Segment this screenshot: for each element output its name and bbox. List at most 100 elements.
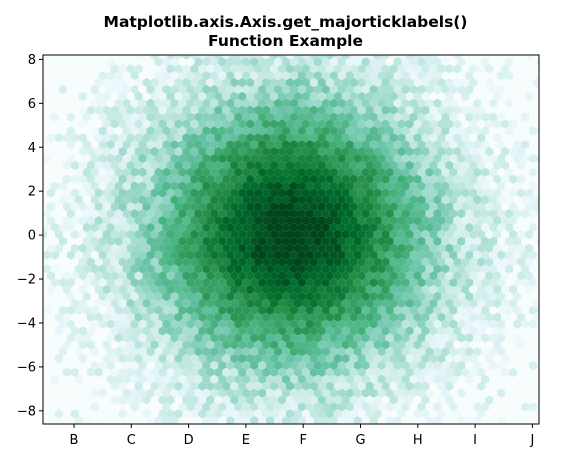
hexbin-cell [278, 395, 287, 405]
hexbin-cell [178, 278, 187, 288]
hexbin-cell [110, 271, 119, 281]
hexbin-cell [305, 112, 314, 122]
hexbin-cell [289, 416, 298, 424]
hexbin-cell [353, 291, 362, 302]
hexbin-cell [341, 243, 350, 253]
hexbin-cell [178, 333, 187, 343]
hexbin-cell [286, 105, 294, 115]
hexbin-cell [154, 347, 163, 357]
hexbin-cell [134, 133, 143, 143]
hexbin-cell [282, 333, 290, 343]
hexbin-cell [266, 112, 275, 122]
hexbin-cell [242, 291, 251, 302]
hexbin-cell [98, 98, 107, 108]
hexbin-cell [405, 257, 414, 267]
hexbin-cell [349, 354, 358, 364]
hexbin-cell [114, 195, 123, 205]
hexbin-cell [194, 278, 203, 288]
hexbin-cell [282, 374, 290, 384]
x-tick-label: I [473, 433, 477, 448]
hexbin-cell [301, 91, 310, 101]
hexbin-cell [154, 167, 163, 177]
hexbin-cell [102, 312, 111, 322]
hexbin-cell [246, 409, 255, 419]
hexbin-cell [441, 347, 450, 357]
hexbin-cell [517, 340, 526, 350]
hexbin-cell [337, 305, 346, 315]
hexbin-cell [381, 160, 390, 170]
hexbin-cell [230, 188, 239, 198]
hexbin-cell [481, 57, 490, 67]
hexbin-cell [497, 140, 506, 150]
hexbin-cell [246, 147, 255, 157]
hexbin-cell [321, 57, 330, 67]
hexbin-cell [246, 216, 255, 226]
hexbin-cell [301, 285, 310, 295]
hexbin-cell [226, 360, 235, 371]
hexbin-cell [457, 181, 466, 191]
hexbin-cell [218, 140, 227, 150]
hexbin-cell [369, 347, 378, 357]
hexbin-cell [425, 209, 434, 219]
hexbin-cell [345, 402, 354, 412]
hexbin-cell [393, 140, 402, 150]
hexbin-cell [337, 278, 346, 288]
hexbin-cell [357, 395, 366, 405]
hexbin-cell [106, 71, 115, 81]
hexbin-cell [246, 395, 255, 405]
hexbin-cell [325, 243, 334, 253]
hexbin-cell [349, 147, 358, 157]
hexbin-cell [405, 312, 414, 322]
x-tick-label: B [70, 433, 79, 448]
hexbin-cell [126, 312, 135, 322]
hexbin-cell [286, 326, 294, 336]
hexbin-cell [218, 291, 227, 302]
hexbin-cell [134, 78, 143, 88]
hexbin-cell [525, 271, 533, 281]
hexbin-cell [325, 312, 334, 322]
hexbin-cell [226, 112, 235, 122]
hexbin-cell [445, 285, 454, 295]
hexbin-cell [329, 264, 338, 274]
hexbin-cell [102, 354, 111, 364]
hexbin-cell [469, 229, 478, 239]
hexbin-cell [90, 153, 99, 164]
hexbin-cell [138, 236, 147, 246]
hexbin-cell [461, 174, 470, 184]
hexbin-cell [357, 298, 366, 308]
hexbin-cell [114, 71, 123, 81]
hexbin-cell [142, 174, 151, 184]
hexbin-cell [433, 153, 442, 164]
hexbin-cell [194, 153, 203, 164]
hexbin-cell [337, 291, 346, 302]
hexbin-cell [214, 271, 223, 281]
hexbin-cells [43, 37, 539, 424]
hexbin-cell [361, 388, 370, 398]
hexbin-cell [313, 278, 322, 288]
hexbin-cell [501, 147, 510, 157]
hexbin-cell [246, 354, 255, 364]
hexbin-cell [54, 354, 63, 364]
hexbin-cell [250, 167, 259, 177]
hexbin-cell [270, 298, 279, 308]
hexbin-cell [198, 312, 207, 322]
hexbin-cell [409, 167, 418, 177]
hexbin-cell [389, 271, 398, 281]
hexbin-cell [437, 354, 446, 364]
hexbin-cell [509, 243, 518, 253]
hexbin-cell [457, 195, 466, 205]
hexbin-cell [481, 305, 490, 315]
hexbin-cell [437, 216, 446, 226]
hexbin-cell [305, 347, 314, 357]
hexbin-cell [238, 340, 247, 350]
hexbin-cell [238, 55, 247, 60]
hexbin-cell [214, 119, 223, 129]
hexbin-cell [421, 37, 429, 46]
hexbin-cell [238, 160, 247, 170]
hexbin-cell [341, 202, 350, 212]
hexbin-cell [182, 55, 191, 60]
hexbin-cell [373, 285, 382, 295]
hexbin-cell [437, 326, 446, 336]
hexbin-cell [142, 285, 151, 295]
hexbin-cell [529, 181, 537, 191]
